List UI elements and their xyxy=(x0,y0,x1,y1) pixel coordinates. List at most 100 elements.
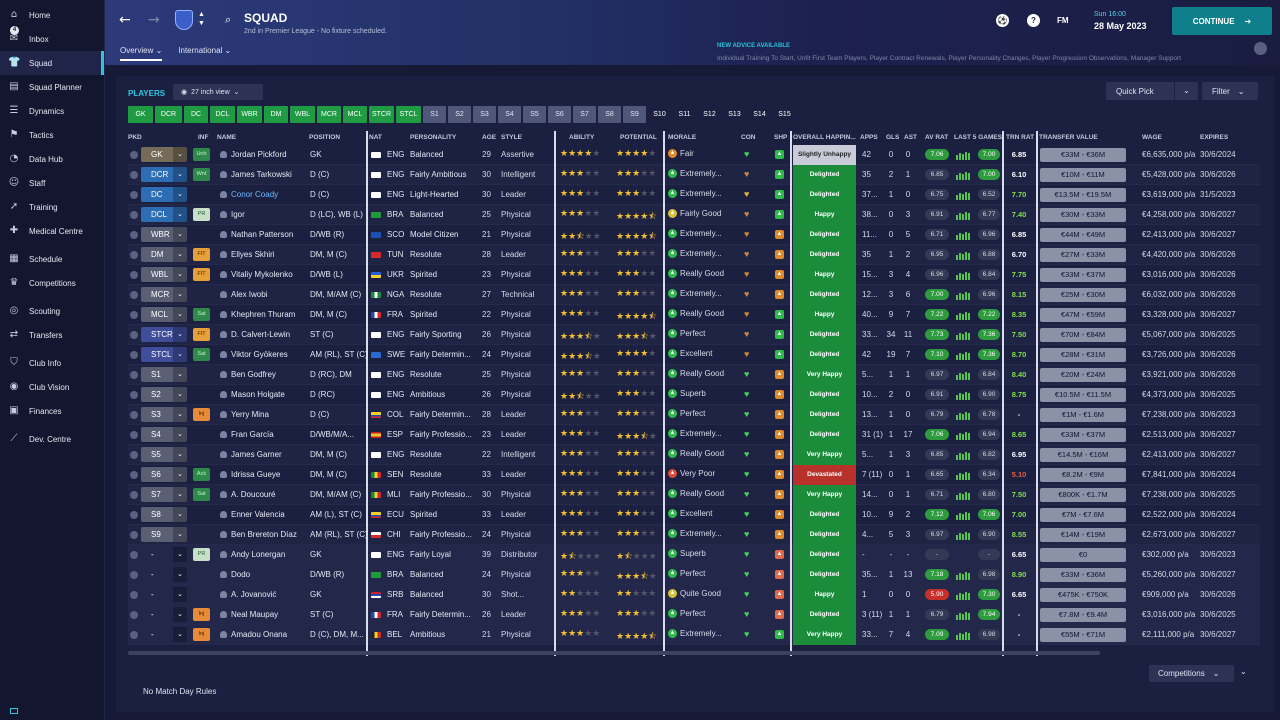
happiness-badge[interactable]: Delighted xyxy=(793,425,856,445)
player-name[interactable]: Fran García xyxy=(231,430,274,439)
happiness-badge[interactable]: Delighted xyxy=(793,385,856,405)
football-icon[interactable]: ⚽ xyxy=(996,14,1009,27)
player-nationality[interactable]: FRA xyxy=(387,610,403,619)
table-row[interactable]: GK ⌄ Unh Jordan Pickford GK ENG Balanced 29 Asse… xyxy=(128,145,1260,165)
picked-position-selector[interactable]: S4 ⌄ xyxy=(141,427,187,442)
select-player-dot[interactable] xyxy=(130,171,138,179)
happiness-badge[interactable]: Delighted xyxy=(793,525,856,545)
player-name[interactable]: Mason Holgate xyxy=(231,390,285,399)
happiness-badge[interactable]: Delighted xyxy=(793,565,856,585)
player-name[interactable]: Enner Valencia xyxy=(231,510,285,519)
chevron-down-icon[interactable]: ⌄ xyxy=(173,507,187,522)
view-selector[interactable]: ◉ 27 inch view ⌄ xyxy=(173,84,263,100)
happiness-badge[interactable]: Happy xyxy=(793,585,856,605)
player-nationality[interactable]: SEN xyxy=(387,470,404,479)
column-header-overall-happin-[interactable]: OVERALL HAPPIN... xyxy=(793,134,856,141)
info-badge[interactable]: PR xyxy=(193,548,210,561)
player-nationality[interactable]: ENG xyxy=(387,330,405,339)
info-badge[interactable]: FIT xyxy=(193,248,210,261)
transfer-value[interactable]: €33M - €36M xyxy=(1040,148,1126,162)
info-badge[interactable]: Sat xyxy=(193,308,210,321)
player-nationality[interactable]: UKR xyxy=(387,270,404,279)
table-row[interactable]: S9 ⌄ Ben Brereton Díaz AM (RL), ST (C) CHI Fa… xyxy=(128,525,1260,545)
transfer-value[interactable]: €33M - €36M xyxy=(1040,568,1126,582)
sidebar-item-home[interactable]: ⌂ Home xyxy=(0,3,104,27)
transfer-value[interactable]: €30M - €33M xyxy=(1040,208,1126,222)
chevron-down-icon[interactable]: ⌄ xyxy=(173,627,187,642)
player-nationality[interactable]: BRA xyxy=(387,570,404,579)
table-row[interactable]: S6 ⌄ Ack Idrissa Gueye DM, M (C) SEN Resolute 3… xyxy=(128,465,1260,485)
info-badge[interactable]: PR xyxy=(193,208,210,221)
quick-pick-button[interactable]: Quick Pick ⌄ xyxy=(1106,82,1198,100)
chevron-down-icon[interactable]: ⌄ xyxy=(173,167,187,182)
column-header-transfer-value[interactable]: TRANSFER VALUE xyxy=(1039,134,1098,141)
position-filter-s7[interactable]: S7 xyxy=(573,106,596,123)
player-name[interactable]: A. Doucouré xyxy=(231,490,276,499)
player-nationality[interactable]: ENG xyxy=(387,190,405,199)
picked-position-selector[interactable]: MCR ⌄ xyxy=(141,287,187,302)
tab-overview[interactable]: Overview ⌄ xyxy=(120,46,163,61)
happiness-badge[interactable]: Delighted xyxy=(793,405,856,425)
chevron-down-icon[interactable]: ⌄ xyxy=(173,187,187,202)
player-name[interactable]: A. Jovanović xyxy=(231,590,277,599)
transfer-value[interactable]: €475K - €750K xyxy=(1040,588,1126,602)
column-header-wage[interactable]: WAGE xyxy=(1142,134,1162,141)
column-header-ability[interactable]: ABILITY xyxy=(569,134,595,141)
player-nationality[interactable]: ENG xyxy=(387,170,405,179)
happiness-badge[interactable]: Delighted xyxy=(793,285,856,305)
sidebar-item-dev-centre[interactable]: ⟋ Dev. Centre xyxy=(0,427,104,451)
sidebar-item-squad-planner[interactable]: ▤ Squad Planner xyxy=(0,75,104,99)
advice-text[interactable]: Individual Training To Start, Unfit Firs… xyxy=(717,55,1182,62)
position-filter-gk[interactable]: GK xyxy=(128,106,153,123)
column-header-age[interactable]: AGE xyxy=(482,134,497,141)
select-player-dot[interactable] xyxy=(130,311,138,319)
transfer-value[interactable]: €10M - €11M xyxy=(1040,168,1126,182)
transfer-value[interactable]: €20M - €24M xyxy=(1040,368,1126,382)
competitions-selector[interactable]: Competitions ⌄ xyxy=(1149,665,1234,682)
select-player-dot[interactable] xyxy=(130,291,138,299)
table-row[interactable]: STCL ⌄ Sat Viktor Gyökeres AM (RL), ST (C) SW… xyxy=(128,345,1260,365)
player-nationality[interactable]: ENG xyxy=(387,390,405,399)
select-player-dot[interactable] xyxy=(130,331,138,339)
chevron-down-icon[interactable]: ⌄ xyxy=(173,427,187,442)
picked-position-selector[interactable]: S5 ⌄ xyxy=(141,447,187,462)
chevron-down-icon[interactable]: ⌄ xyxy=(173,387,187,402)
sidebar-item-club-vision[interactable]: ◉ Club Vision xyxy=(0,375,104,399)
select-player-dot[interactable] xyxy=(130,211,138,219)
player-nationality[interactable]: CHI xyxy=(387,530,401,539)
player-name[interactable]: Ellyes Skhiri xyxy=(231,250,275,259)
picked-position-selector[interactable]: DCR ⌄ xyxy=(141,167,187,182)
happiness-badge[interactable]: Delighted xyxy=(793,185,856,205)
transfer-value[interactable]: €25M - €30M xyxy=(1040,288,1126,302)
transfer-value[interactable]: €14.5M - €16M xyxy=(1040,448,1126,462)
happiness-badge[interactable]: Delighted xyxy=(793,225,856,245)
picked-position-selector[interactable]: STCR ⌄ xyxy=(141,327,187,342)
chevron-down-icon[interactable]: ⌄ xyxy=(173,207,187,222)
happiness-badge[interactable]: Delighted xyxy=(793,605,856,625)
happiness-badge[interactable]: Delighted xyxy=(793,505,856,525)
column-header-position[interactable]: POSITION xyxy=(309,134,341,141)
table-row[interactable]: S8 ⌄ Enner Valencia AM (L), ST (C) ECU Spirit… xyxy=(128,505,1260,525)
table-row[interactable]: S5 ⌄ James Garner DM, M (C) ENG Resolute 22 Int… xyxy=(128,445,1260,465)
player-nationality[interactable]: BRA xyxy=(387,210,404,219)
sidebar-item-club-info[interactable]: ⛉ Club Info xyxy=(0,351,104,375)
sidebar-item-competitions[interactable]: ♛ Competitions xyxy=(0,271,104,295)
chevron-down-icon[interactable]: ⌄ xyxy=(173,307,187,322)
transfer-value[interactable]: €13.5M - €19.5M xyxy=(1040,188,1126,202)
sidebar-item-medical-centre[interactable]: ✚ Medical Centre xyxy=(0,219,104,243)
chevron-down-icon[interactable]: ⌄ xyxy=(173,347,187,362)
picked-position-selector[interactable]: S8 ⌄ xyxy=(141,507,187,522)
table-row[interactable]: - ⌄ Inj Neal Maupay ST (C) FRA Fairly Determin… xyxy=(128,605,1260,625)
transfer-value[interactable]: €7.8M - €9.4M xyxy=(1040,608,1126,622)
position-filter-s9[interactable]: S9 xyxy=(623,106,646,123)
sidebar-item-staff[interactable]: ☺ Staff xyxy=(0,171,104,195)
transfer-value[interactable]: €14M - €19M xyxy=(1040,528,1126,542)
position-filter-stcr[interactable]: STCR xyxy=(369,106,394,123)
position-filter-s5[interactable]: S5 xyxy=(523,106,546,123)
transfer-value[interactable]: €0 xyxy=(1040,548,1126,562)
position-filter-s12[interactable]: S12 xyxy=(703,111,716,118)
help-overlay-icon[interactable] xyxy=(10,708,18,714)
picked-position-selector[interactable]: S3 ⌄ xyxy=(141,407,187,422)
player-name[interactable]: Alex Iwobi xyxy=(231,290,268,299)
transfer-value[interactable]: €44M - €49M xyxy=(1040,228,1126,242)
